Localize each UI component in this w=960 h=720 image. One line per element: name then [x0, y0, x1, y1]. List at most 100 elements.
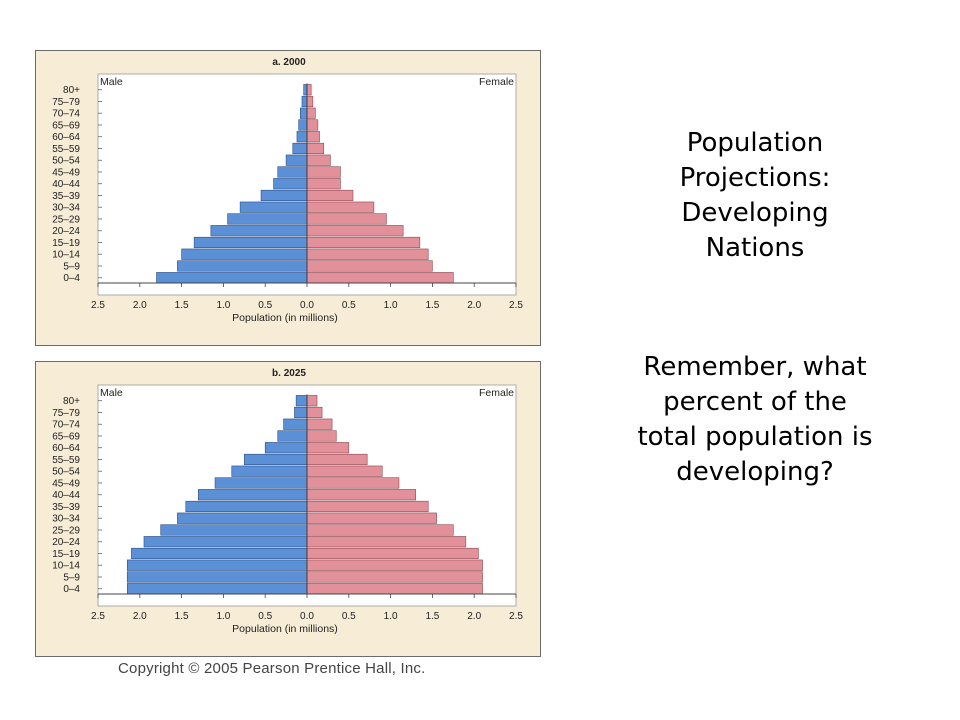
- female-bar: [306, 536, 467, 548]
- male-bar: [303, 84, 308, 96]
- male-bar: [214, 477, 308, 489]
- chart-title: a. 2000: [272, 57, 306, 68]
- age-group-label: 70–74: [52, 420, 80, 431]
- slide-question: Remember, what percent of the total popu…: [600, 350, 910, 490]
- female-bar: [306, 84, 312, 96]
- male-bar: [244, 453, 308, 466]
- female-bar: [306, 489, 416, 501]
- male-bar: [301, 95, 308, 108]
- female-bar: [306, 571, 483, 583]
- slide-title-line: Nations: [705, 233, 805, 263]
- age-group-label: 10–14: [52, 561, 80, 572]
- x-tick-label: 1.0: [384, 611, 398, 622]
- pyramid-chart-2025: b. 2025 Male Female 0–45–910–1415–1920–2425…: [52, 368, 523, 635]
- female-bar: [306, 95, 314, 108]
- age-group-label: 30–34: [52, 514, 80, 525]
- female-bar: [306, 477, 400, 489]
- female-bar: [306, 213, 387, 225]
- female-bar: [306, 119, 319, 131]
- male-bar: [126, 571, 308, 583]
- female-bar: [306, 395, 318, 407]
- male-bar: [277, 166, 308, 178]
- male-bar: [126, 559, 308, 571]
- female-bar: [306, 583, 483, 595]
- age-group-label: 40–44: [52, 179, 80, 190]
- male-bar: [185, 500, 308, 513]
- male-bar: [260, 189, 308, 202]
- male-bar: [177, 260, 308, 272]
- age-group-label: 80+: [63, 396, 80, 407]
- chart-title: b. 2025: [272, 368, 306, 379]
- x-tick-label: 1.5: [425, 300, 439, 311]
- male-bar: [285, 154, 308, 166]
- female-bar: [306, 453, 368, 466]
- age-group-label: 65–69: [52, 120, 80, 131]
- x-axis-label: Population (in millions): [232, 312, 338, 324]
- male-bar: [181, 248, 308, 260]
- x-tick-label: 2.0: [467, 300, 481, 311]
- female-bar: [306, 166, 341, 178]
- male-bar: [193, 236, 308, 249]
- female-bar: [306, 236, 421, 249]
- female-bar: [306, 201, 375, 213]
- age-group-label: 30–34: [52, 203, 80, 214]
- male-bar: [231, 465, 308, 477]
- male-bar: [177, 512, 308, 524]
- x-tick-label: 2.0: [467, 611, 481, 622]
- x-tick-label: 1.0: [384, 300, 398, 311]
- x-tick-label: 0.5: [258, 300, 272, 311]
- age-group-label: 75–79: [52, 408, 80, 419]
- male-bar: [198, 489, 308, 501]
- male-bar: [156, 272, 308, 284]
- x-tick-label: 2.5: [91, 300, 105, 311]
- slide-question-line: percent of the: [663, 387, 847, 417]
- x-tick-label: 1.5: [175, 300, 189, 311]
- female-bar: [306, 142, 325, 155]
- age-group-label: 25–29: [52, 214, 80, 225]
- male-bar: [126, 583, 308, 595]
- female-label: Female: [479, 387, 514, 399]
- age-group-label: 75–79: [52, 97, 80, 108]
- female-bar: [306, 248, 429, 260]
- slide-title-line: Projections:: [679, 163, 831, 193]
- age-group-label: 15–19: [52, 238, 80, 249]
- male-bar: [210, 225, 308, 237]
- slide-question-line: total population is: [637, 422, 873, 452]
- male-bar: [264, 442, 308, 454]
- age-group-label: 45–49: [52, 167, 80, 178]
- x-tick-label: 2.5: [509, 611, 523, 622]
- pyramid-chart-2000: a. 2000 Male Female 0–45–910–1415–1920–2425…: [52, 57, 523, 324]
- age-group-label: 20–24: [52, 226, 80, 237]
- x-tick-label: 1.5: [425, 611, 439, 622]
- age-group-label: 35–39: [52, 191, 80, 202]
- male-bar: [160, 524, 308, 536]
- age-group-label: 60–64: [52, 132, 80, 143]
- age-group-label: 80+: [63, 85, 80, 96]
- male-bar: [277, 430, 308, 442]
- male-bar: [143, 536, 308, 548]
- age-group-label: 55–59: [52, 144, 80, 155]
- age-group-label: 50–54: [52, 467, 80, 478]
- x-tick-label: 1.0: [216, 611, 230, 622]
- age-group-label: 70–74: [52, 109, 80, 120]
- female-bar: [306, 131, 320, 143]
- age-group-label: 40–44: [52, 490, 80, 501]
- female-bar: [306, 225, 404, 237]
- x-tick-label: 2.5: [509, 300, 523, 311]
- female-bar: [306, 500, 429, 513]
- age-group-label: 0–4: [63, 273, 80, 284]
- female-label: Female: [479, 76, 514, 88]
- female-bar: [306, 154, 331, 166]
- male-bar: [273, 178, 308, 190]
- age-group-label: 20–24: [52, 537, 80, 548]
- female-bar: [306, 465, 383, 477]
- male-bar: [227, 213, 308, 225]
- male-bar: [131, 547, 308, 560]
- x-tick-label: 0.0: [300, 300, 314, 311]
- female-bar: [306, 107, 316, 119]
- female-bar: [306, 512, 437, 524]
- copyright-notice: Copyright © 2005 Pearson Prentice Hall, …: [118, 660, 426, 677]
- female-bar: [306, 189, 354, 202]
- x-axis-label: Population (in millions): [232, 623, 338, 635]
- age-group-label: 10–14: [52, 250, 80, 261]
